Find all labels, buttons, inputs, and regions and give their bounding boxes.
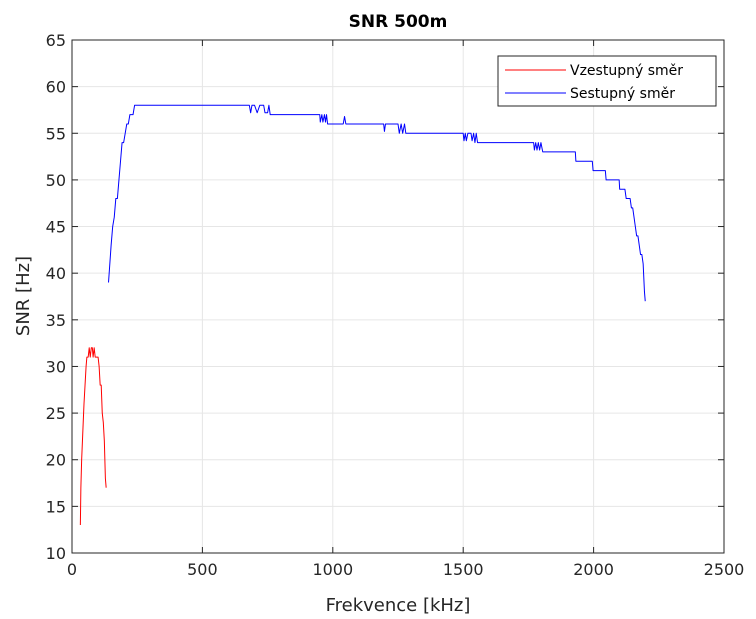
x-tick-label: 0 — [67, 560, 77, 579]
y-tick-label: 45 — [46, 218, 66, 237]
chart-title: SNR 500m — [349, 12, 448, 32]
plot-area — [72, 40, 724, 553]
y-tick-label: 35 — [46, 311, 66, 330]
x-tick-label: 500 — [187, 560, 218, 579]
x-tick-label: 2000 — [573, 560, 614, 579]
grid — [71, 39, 725, 554]
legend-label-sestupny: Sestupný směr — [570, 86, 675, 102]
y-tick-label: 50 — [46, 171, 66, 190]
y-tick-label: 10 — [46, 544, 66, 563]
series-line-sestupny — [108, 104, 646, 302]
y-axis-title: SNR [Hz] — [13, 256, 34, 336]
series-layer — [79, 104, 646, 526]
y-tick-label: 65 — [46, 31, 66, 50]
x-tick-label: 2500 — [704, 560, 745, 579]
y-tick-label: 20 — [46, 451, 66, 470]
plot-frame — [71, 39, 725, 554]
y-tick-label: 55 — [46, 124, 66, 143]
legend: Vzestupný směr Sestupný směr — [497, 55, 717, 107]
ticks — [71, 39, 725, 554]
series-line-vzestupny — [79, 347, 107, 526]
legend-box — [497, 55, 717, 107]
x-tick-label: 1000 — [312, 560, 353, 579]
y-tick-label: 25 — [46, 404, 66, 423]
y-tick-label: 40 — [46, 264, 66, 283]
x-axis-title: Frekvence [kHz] — [326, 595, 471, 616]
y-tick-label: 60 — [46, 78, 66, 97]
x-tick-label: 1500 — [443, 560, 484, 579]
legend-label-vzestupny: Vzestupný směr — [570, 63, 683, 79]
y-tick-label: 30 — [46, 357, 66, 376]
tick-labels: 0 500 1000 1500 2000 2500 10 15 20 25 30 35 40 45 50 55… — [46, 31, 745, 579]
y-tick-label: 15 — [46, 497, 66, 516]
